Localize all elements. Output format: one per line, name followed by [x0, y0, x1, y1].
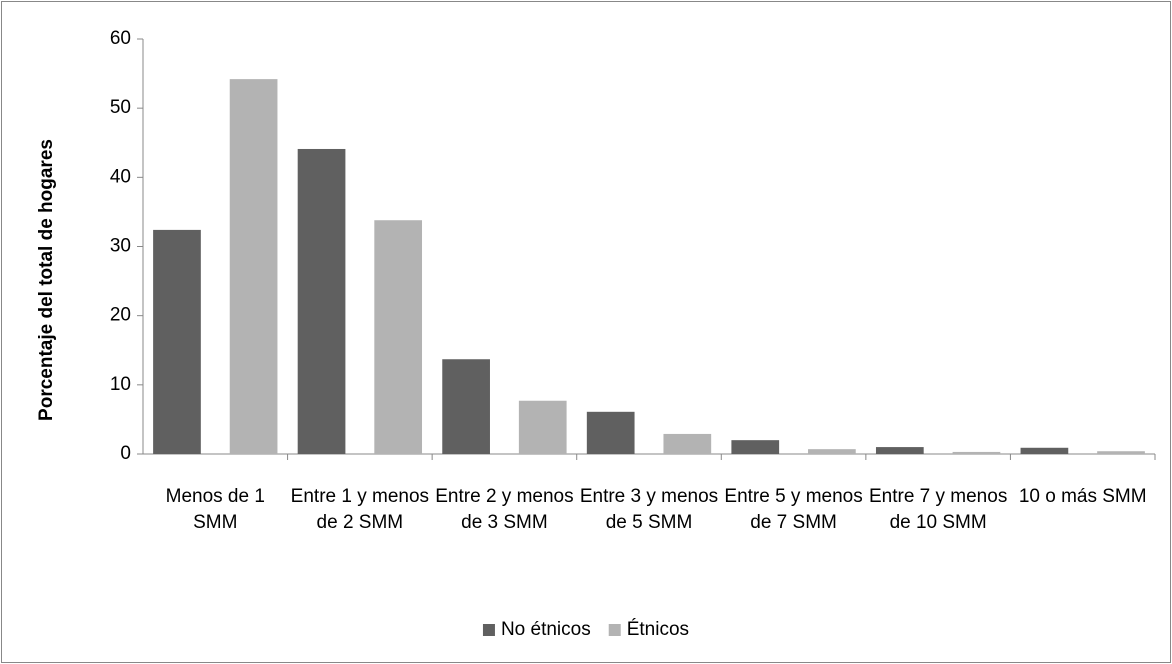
x-tick-label: 10 o más SMM	[1018, 486, 1147, 507]
bar	[663, 433, 712, 454]
bar	[153, 229, 201, 454]
bar	[297, 148, 346, 454]
x-tick-label: Menos de 1 SMM	[165, 486, 265, 533]
bar	[952, 451, 1001, 454]
legend-label: No étnicos	[501, 619, 591, 640]
x-tick-label: Entre 5 y menos de 7 SMM	[724, 486, 863, 533]
y-tick-label: 30	[110, 236, 131, 257]
x-tick-label: Entre 3 y menos de 5 SMM	[579, 486, 719, 533]
x-tick-label: Entre 7 y menos de 10 SMM	[868, 486, 1008, 533]
bar	[518, 400, 567, 454]
y-tick-label: 0	[120, 443, 131, 464]
y-tick-label: 50	[110, 97, 131, 118]
bar	[586, 411, 635, 454]
legend-swatch	[608, 624, 621, 636]
y-axis-title: Porcentaje del total de hogares	[36, 139, 57, 421]
legend-swatch	[482, 624, 495, 636]
bar	[1020, 447, 1069, 454]
y-tick-label: 60	[110, 28, 131, 49]
bar	[808, 449, 856, 454]
bar	[442, 359, 490, 454]
bar	[229, 79, 278, 454]
x-tick-label: Entre 1 y menos de 2 SMM	[290, 486, 430, 533]
bar	[1097, 451, 1145, 454]
legend-label: Étnicos	[627, 619, 689, 640]
y-tick-label: 40	[110, 166, 131, 187]
x-tick-label: Entre 2 y menos de 3 SMM	[435, 486, 574, 533]
bar	[374, 220, 423, 454]
y-tick-label: 20	[110, 305, 131, 326]
y-tick-label: 10	[110, 374, 131, 395]
bar	[731, 440, 780, 454]
bar	[875, 447, 924, 454]
